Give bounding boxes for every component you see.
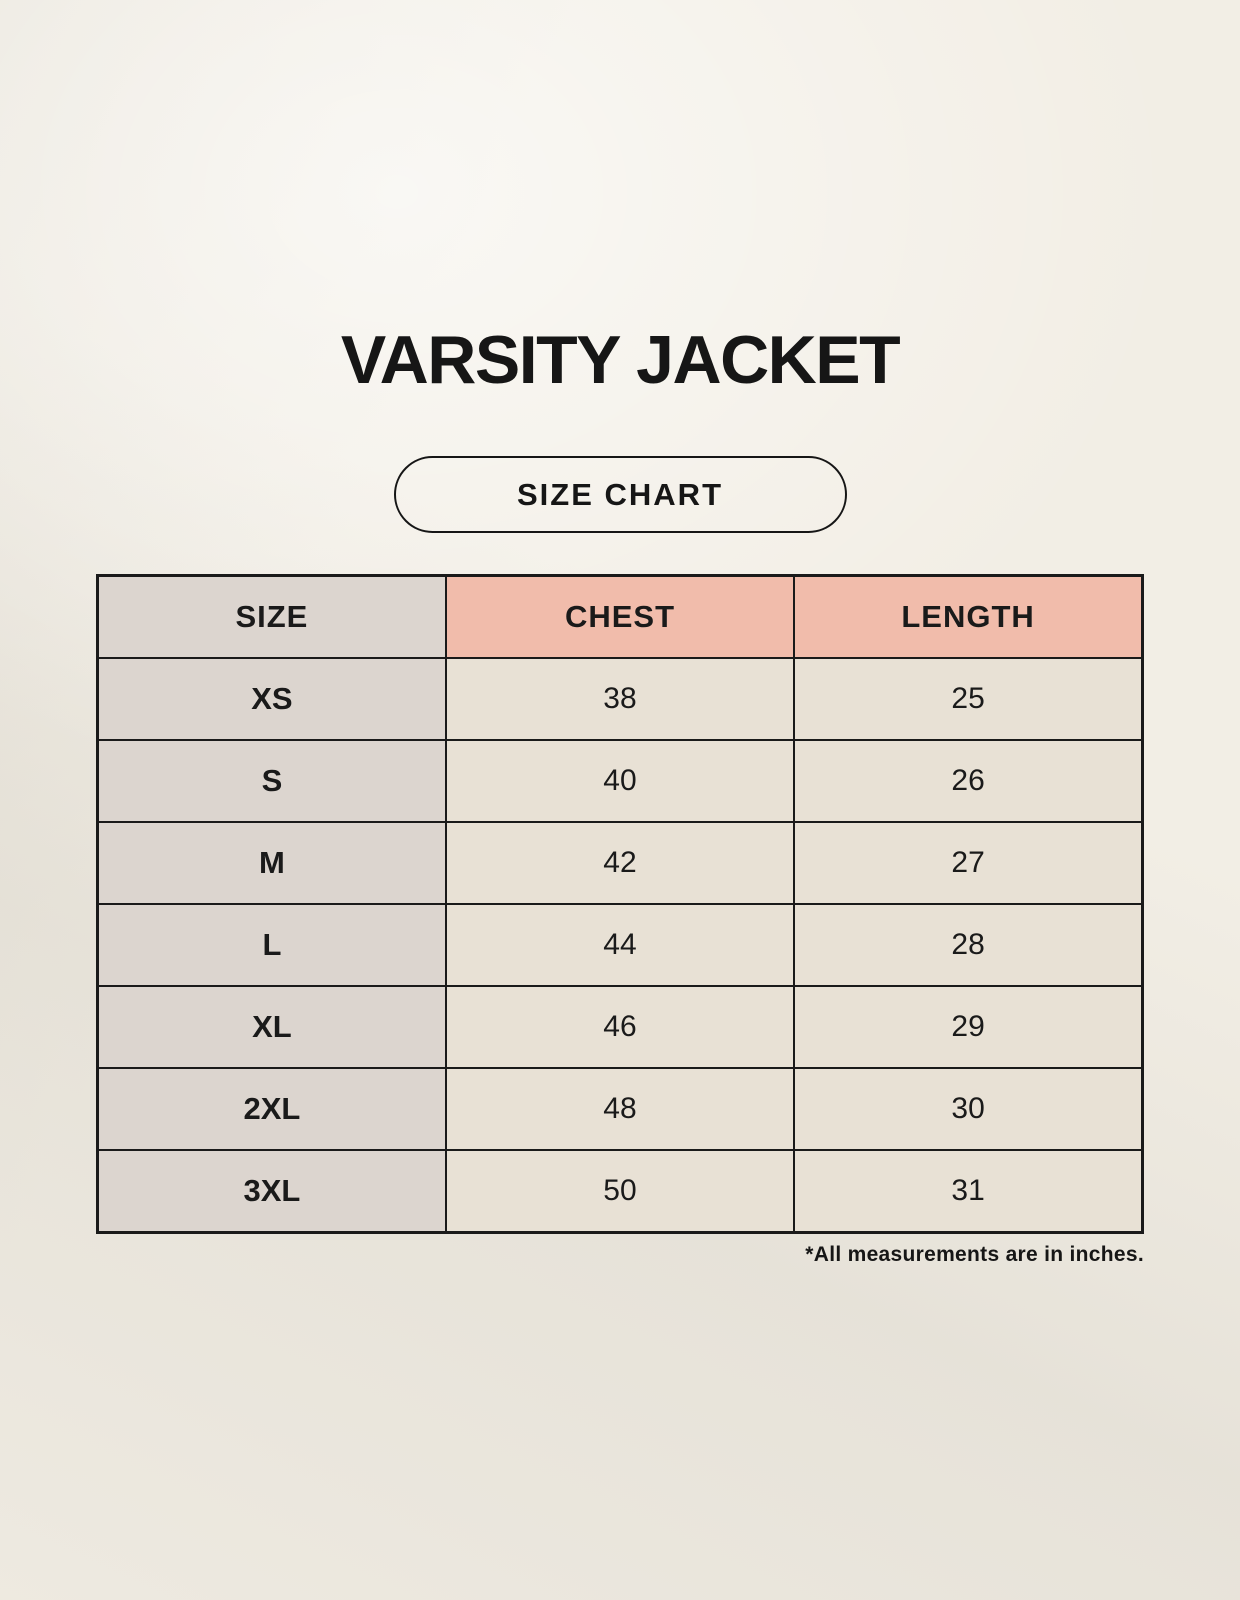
length-cell: 28 <box>793 903 1144 987</box>
size-cell: 2XL <box>96 1067 447 1151</box>
chest-cell: 42 <box>444 821 796 905</box>
length-cell: 31 <box>793 1149 1144 1234</box>
size-cell: M <box>96 821 447 905</box>
table-header-row: SIZE CHEST LENGTH <box>96 574 1144 659</box>
table-row: M 42 27 <box>96 821 1144 905</box>
size-cell: 3XL <box>96 1149 447 1234</box>
chest-cell: 44 <box>444 903 796 987</box>
size-chart-badge[interactable]: SIZE CHART <box>393 456 847 533</box>
length-cell: 26 <box>793 739 1144 823</box>
table-row: XS 38 25 <box>96 657 1144 741</box>
column-header-size: SIZE <box>96 574 447 659</box>
chest-cell: 40 <box>444 739 796 823</box>
size-cell: XL <box>96 985 447 1069</box>
length-cell: 29 <box>793 985 1144 1069</box>
table-row: 3XL 50 31 <box>96 1149 1144 1234</box>
column-header-chest: CHEST <box>444 574 796 659</box>
table-row: S 40 26 <box>96 739 1144 823</box>
chest-cell: 50 <box>444 1149 796 1234</box>
chest-cell: 48 <box>444 1067 796 1151</box>
product-title: VARSITY JACKET <box>340 322 901 398</box>
length-cell: 30 <box>793 1067 1144 1151</box>
size-chart-badge-label: SIZE CHART <box>517 476 723 512</box>
size-cell: L <box>96 903 447 987</box>
chest-cell: 46 <box>444 985 796 1069</box>
length-cell: 27 <box>793 821 1144 905</box>
table-row: XL 46 29 <box>96 985 1144 1069</box>
length-cell: 25 <box>793 657 1144 741</box>
measurements-footnote: *All measurements are in inches. <box>805 1243 1144 1266</box>
column-header-length: LENGTH <box>793 574 1144 659</box>
size-chart-table: SIZE CHEST LENGTH XS 38 25 S 40 26 M 42 … <box>96 574 1144 1234</box>
table-row: 2XL 48 30 <box>96 1067 1144 1151</box>
chest-cell: 38 <box>444 657 796 741</box>
table-row: L 44 28 <box>96 903 1144 987</box>
size-cell: XS <box>96 657 447 741</box>
size-cell: S <box>96 739 447 823</box>
